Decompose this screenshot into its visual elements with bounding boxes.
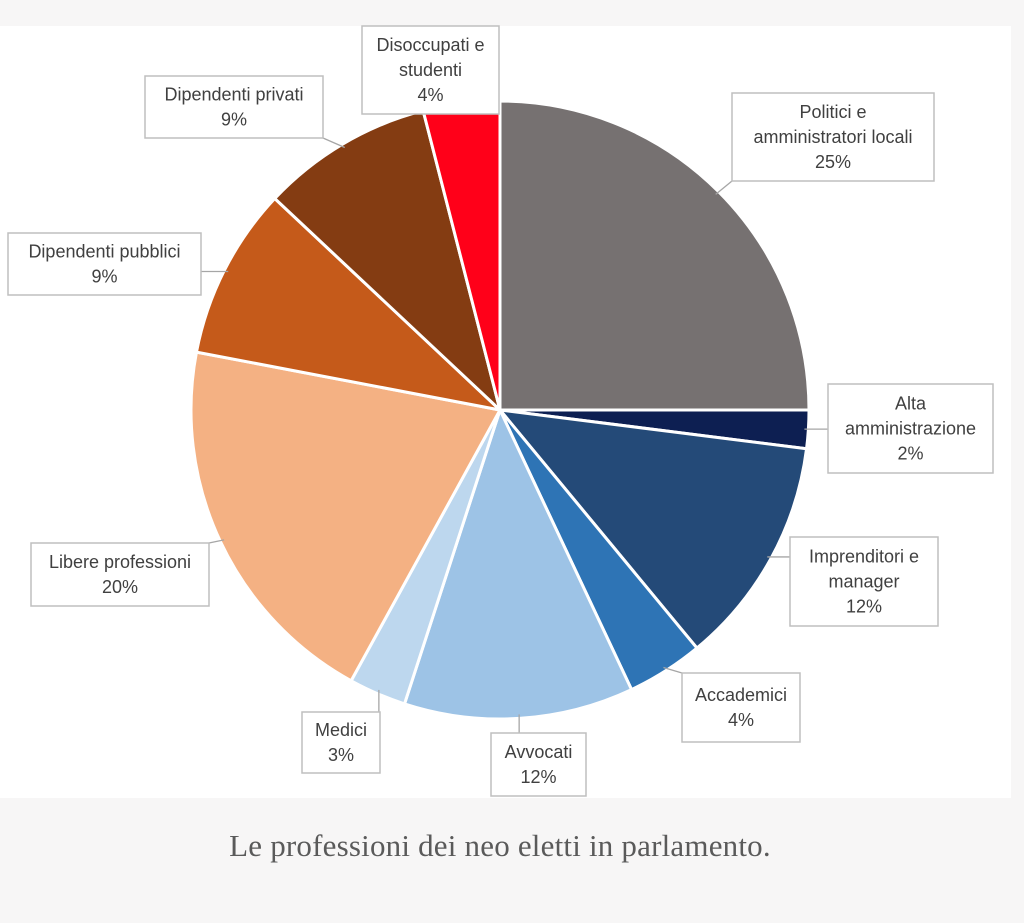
pie-slices [189, 99, 811, 721]
slice-value-label: 12% [846, 597, 882, 617]
slice-category-label: Imprenditori e [809, 547, 919, 567]
pie-slice-imprenditori-e-manager [498, 408, 809, 650]
slice-label-politici-e-amministratori-locali: Politici e amministratori locali 25% [731, 92, 935, 182]
chart-caption: Le professioni dei neo eletti in parlame… [229, 828, 771, 863]
slice-category-label: Dipendenti pubblici [28, 242, 180, 262]
slice-label-avvocati: Avvocati 12% [490, 732, 587, 797]
leader-line-politici-e-amministratori-locali [715, 180, 733, 195]
label-box [731, 92, 935, 182]
slice-category-label: Medici [315, 720, 367, 740]
slice-label-alta-amministrazione: Alta amministrazione 2% [827, 383, 994, 474]
label-box [789, 536, 939, 627]
slice-label-dipendenti-privati: Dipendenti privati 9% [144, 75, 324, 139]
slice-category-label: amministratori locali [753, 127, 912, 147]
leader-line-accademici [663, 666, 683, 674]
slice-value-label: 12% [520, 767, 556, 787]
label-box [827, 383, 994, 474]
slice-labels: Politici e amministratori locali 25% Alta am… [7, 25, 994, 797]
slice-category-label: Accademici [695, 685, 787, 705]
label-box [301, 711, 381, 774]
leader-line-dipendenti-privati [322, 137, 345, 149]
slice-value-label: 25% [815, 152, 851, 172]
slice-label-accademici: Accademici 4% [681, 672, 801, 743]
pie-slice-dipendenti-pubblici [194, 196, 502, 412]
slice-label-medici: Medici 3% [301, 711, 381, 774]
slice-label-imprenditori-e-manager: Imprenditori e manager 12% [789, 536, 939, 627]
label-box [30, 542, 210, 607]
label-box [144, 75, 324, 139]
slice-value-label: 20% [102, 577, 138, 597]
slice-category-label: Dipendenti privati [164, 85, 303, 105]
slice-category-label: amministrazione [845, 419, 976, 439]
slice-category-label: Politici e [799, 102, 866, 122]
slice-category-label: Libere professioni [49, 552, 191, 572]
slice-value-label: 9% [221, 110, 247, 130]
slice-value-label: 9% [91, 267, 117, 287]
slice-label-libere-professioni: Libere professioni 20% [30, 542, 210, 607]
slice-value-label: 4% [728, 710, 754, 730]
label-box [490, 732, 587, 797]
slice-value-label: 2% [897, 444, 923, 464]
slice-category-label: Alta [895, 394, 927, 414]
slice-category-label: manager [828, 572, 899, 592]
callout-leader-lines [201, 137, 828, 733]
label-box [681, 672, 801, 743]
label-box [361, 25, 500, 115]
leader-line-libere-professioni [208, 539, 225, 544]
slice-value-label: 4% [417, 85, 443, 105]
slice-category-label: studenti [399, 60, 462, 80]
pie-chart: Politici e amministratori locali 25% Alta am… [7, 25, 994, 797]
slice-label-disoccupati-e-studenti: Disoccupati e studenti 4% [361, 25, 500, 115]
slice-category-label: Avvocati [505, 742, 573, 762]
pie-slice-libere-professioni [189, 350, 502, 683]
slice-label-dipendenti-pubblici: Dipendenti pubblici 9% [7, 232, 202, 296]
label-box [7, 232, 202, 296]
slice-value-label: 3% [328, 745, 354, 765]
slice-category-label: Disoccupati e [376, 35, 484, 55]
